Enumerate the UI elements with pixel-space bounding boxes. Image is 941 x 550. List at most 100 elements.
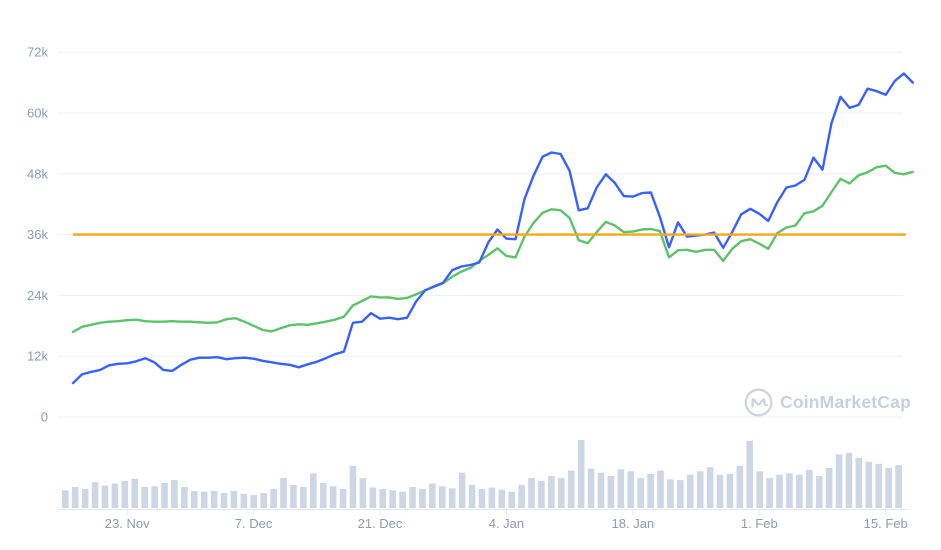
y-axis-label: 60k bbox=[27, 106, 48, 121]
volume-bar[interactable] bbox=[101, 485, 109, 508]
volume-bar[interactable] bbox=[865, 461, 873, 508]
volume-bar[interactable] bbox=[131, 478, 139, 508]
volume-bar[interactable] bbox=[736, 465, 744, 508]
volume-bar[interactable] bbox=[776, 474, 783, 508]
volume-bar[interactable] bbox=[141, 486, 148, 508]
volume-bar[interactable] bbox=[409, 486, 416, 508]
volume-bar[interactable] bbox=[468, 484, 476, 508]
volume-bar[interactable] bbox=[815, 476, 823, 508]
volume-bar[interactable] bbox=[806, 469, 813, 508]
volume-bar[interactable] bbox=[399, 491, 406, 508]
volume-bar[interactable] bbox=[290, 484, 297, 508]
x-axis-label: 15. Feb bbox=[864, 516, 908, 531]
volume-bar[interactable] bbox=[567, 470, 575, 508]
volume-bar[interactable] bbox=[637, 478, 644, 508]
volume-bar[interactable] bbox=[62, 490, 69, 508]
volume-bar[interactable] bbox=[240, 493, 248, 508]
volume-bar[interactable] bbox=[597, 472, 605, 508]
x-axis-label: 7. Dec bbox=[235, 516, 273, 531]
volume-bar[interactable] bbox=[379, 488, 387, 508]
y-axis-label: 0 bbox=[41, 410, 48, 425]
volume-bar[interactable] bbox=[845, 452, 853, 508]
watermark-label: CoinMarketCap bbox=[780, 392, 911, 412]
volume-bar[interactable] bbox=[389, 490, 396, 508]
volume-bar[interactable] bbox=[300, 486, 307, 508]
volume-bar[interactable] bbox=[210, 491, 218, 508]
volume-bar[interactable] bbox=[161, 482, 168, 508]
volume-bar[interactable] bbox=[647, 474, 654, 508]
volume-bar[interactable] bbox=[607, 476, 615, 508]
volume-bar[interactable] bbox=[200, 491, 208, 508]
volume-bar[interactable] bbox=[766, 478, 773, 508]
coinmarketcap-watermark: CoinMarketCap bbox=[744, 388, 911, 417]
volume-bar[interactable] bbox=[786, 473, 793, 508]
volume-bar[interactable] bbox=[349, 465, 357, 508]
volume-bar[interactable] bbox=[667, 479, 674, 508]
volume-bar[interactable] bbox=[260, 493, 267, 508]
price-line-green[interactable] bbox=[71, 164, 914, 334]
volume-bar[interactable] bbox=[81, 488, 89, 508]
y-axis-label: 36k bbox=[27, 227, 48, 242]
volume-bar[interactable] bbox=[488, 487, 496, 508]
price-line-blue[interactable] bbox=[71, 72, 914, 385]
volume-bar[interactable] bbox=[458, 472, 466, 508]
volume-bar[interactable] bbox=[310, 473, 317, 508]
volume-bar[interactable] bbox=[528, 478, 535, 508]
volume-bar[interactable] bbox=[329, 486, 337, 508]
volume-bar[interactable] bbox=[230, 491, 238, 508]
volume-bar[interactable] bbox=[706, 467, 714, 508]
volume-bar[interactable] bbox=[617, 469, 625, 508]
volume-bar[interactable] bbox=[895, 465, 902, 508]
volume-bar[interactable] bbox=[835, 454, 843, 508]
volume-bar[interactable] bbox=[558, 478, 565, 508]
volume-bar[interactable] bbox=[448, 488, 456, 508]
y-axis-label: 12k bbox=[27, 349, 48, 364]
volume-bar[interactable] bbox=[548, 476, 555, 508]
volume-bar[interactable] bbox=[121, 480, 129, 508]
volume-bar[interactable] bbox=[796, 474, 803, 508]
volume-bar[interactable] bbox=[190, 491, 198, 508]
volume-bar[interactable] bbox=[518, 484, 525, 508]
volume-bar[interactable] bbox=[696, 471, 704, 508]
x-axis-label: 1. Feb bbox=[741, 516, 778, 531]
volume-bar[interactable] bbox=[339, 488, 347, 508]
volume-bar[interactable] bbox=[587, 468, 595, 508]
volume-bar[interactable] bbox=[91, 482, 99, 508]
volume-bar[interactable] bbox=[71, 486, 79, 508]
volume-bar[interactable] bbox=[726, 474, 734, 508]
y-axis-label: 48k bbox=[27, 166, 48, 181]
volume-bar[interactable] bbox=[429, 483, 436, 508]
volume-bar[interactable] bbox=[825, 467, 833, 508]
volume-bar[interactable] bbox=[478, 488, 486, 508]
volume-bar[interactable] bbox=[369, 487, 377, 508]
volume-bar[interactable] bbox=[111, 483, 119, 508]
volume-bar[interactable] bbox=[746, 440, 754, 508]
volume-bar[interactable] bbox=[181, 486, 188, 508]
volume-bar[interactable] bbox=[498, 489, 506, 508]
volume-bar[interactable] bbox=[151, 486, 158, 508]
volume-bar[interactable] bbox=[716, 474, 724, 508]
volume-bar[interactable] bbox=[855, 457, 863, 508]
volume-bar[interactable] bbox=[359, 478, 367, 508]
volume-bar[interactable] bbox=[538, 480, 545, 508]
volume-bar[interactable] bbox=[627, 471, 635, 508]
volume-bar[interactable] bbox=[220, 493, 228, 508]
volume-bar[interactable] bbox=[250, 495, 258, 508]
volume-bar[interactable] bbox=[419, 488, 426, 508]
volume-bar[interactable] bbox=[171, 480, 178, 508]
volume-bar[interactable] bbox=[657, 470, 664, 508]
volume-bar[interactable] bbox=[875, 463, 883, 508]
volume-bar[interactable] bbox=[270, 488, 277, 508]
volume-bar[interactable] bbox=[319, 482, 327, 508]
volume-bar[interactable] bbox=[577, 440, 585, 508]
x-axis-label: 18. Jan bbox=[612, 516, 655, 531]
volume-bar[interactable] bbox=[508, 491, 515, 508]
volume-bar[interactable] bbox=[756, 471, 763, 508]
volume-bar[interactable] bbox=[438, 486, 446, 508]
volume-bar[interactable] bbox=[280, 478, 287, 508]
y-axis-label: 24k bbox=[27, 288, 48, 303]
volume-bar[interactable] bbox=[686, 474, 694, 508]
volume-bar[interactable] bbox=[677, 480, 684, 508]
volume-bar[interactable] bbox=[885, 467, 892, 508]
